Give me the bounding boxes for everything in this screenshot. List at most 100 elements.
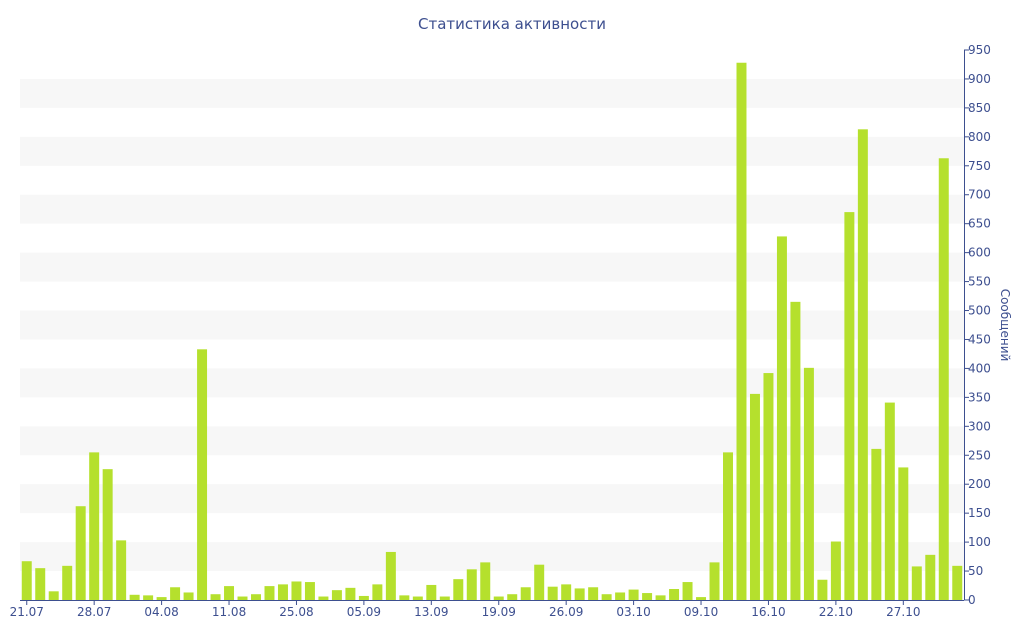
bar — [749, 393, 760, 600]
x-axis: 21.07 28.07 04.08 11.08 25.08 05.09 13.09 19.09… — [10, 600, 964, 619]
bar — [723, 452, 733, 600]
chart-title: Статистика активности — [418, 15, 606, 33]
bar — [466, 569, 477, 600]
bar — [439, 596, 450, 600]
x-tick-label: 26.09 — [549, 605, 583, 619]
y-axis-title: Сообщений — [998, 289, 1012, 362]
background-bands — [20, 78, 964, 572]
bar — [143, 595, 154, 600]
bar — [561, 584, 572, 600]
bar — [898, 467, 909, 600]
bar — [412, 596, 423, 600]
bar — [520, 587, 531, 600]
bar — [830, 541, 841, 600]
bars — [21, 62, 963, 601]
bar — [803, 367, 814, 600]
bar — [116, 540, 127, 600]
x-tick-label: 11.08 — [212, 605, 246, 619]
bar — [884, 402, 895, 600]
y-tick-label: 300 — [968, 419, 991, 433]
bar — [709, 562, 720, 600]
bar — [844, 212, 855, 600]
x-tick-label: 05.09 — [347, 605, 381, 619]
bar — [615, 592, 626, 600]
bar — [817, 579, 828, 600]
bar — [35, 568, 46, 600]
bar — [291, 581, 302, 600]
y-tick-label: 450 — [968, 332, 991, 346]
bar — [237, 596, 248, 600]
y-tick-label: 200 — [968, 477, 991, 491]
grid-band — [20, 194, 964, 224]
y-tick-label: 900 — [968, 72, 991, 86]
bar — [358, 595, 369, 600]
y-tick-label: 800 — [968, 130, 991, 144]
bar — [277, 584, 288, 600]
bar — [857, 129, 868, 600]
x-tick-label: 16.10 — [751, 605, 785, 619]
x-tick-label: 09.10 — [684, 605, 718, 619]
grid-band — [20, 484, 964, 514]
bar — [588, 587, 599, 600]
bar — [156, 597, 167, 600]
y-tick-label: 250 — [968, 448, 991, 462]
x-tick-label: 27.10 — [886, 605, 920, 619]
bar — [763, 373, 774, 600]
bar — [62, 565, 73, 600]
y-tick-label: 700 — [968, 188, 991, 202]
bar — [601, 594, 612, 600]
bar — [385, 551, 396, 600]
bar — [952, 565, 963, 600]
x-tick-label: 03.10 — [616, 605, 650, 619]
bar — [318, 596, 329, 600]
bar — [547, 586, 558, 600]
bar — [21, 561, 32, 600]
y-tick-label: 100 — [968, 535, 991, 549]
grid-band — [20, 252, 964, 282]
bar — [210, 594, 221, 600]
x-tick-label: 13.09 — [414, 605, 448, 619]
x-tick-label: 21.07 — [10, 605, 44, 619]
y-tick-label: 350 — [968, 390, 991, 404]
bar — [251, 594, 261, 600]
y-tick-label: 750 — [968, 159, 991, 173]
y-tick-label: 950 — [968, 43, 991, 57]
x-tick-label: 25.08 — [279, 605, 313, 619]
y-tick-label: 50 — [968, 564, 983, 578]
bar — [89, 452, 100, 600]
bar — [642, 593, 653, 600]
grid-band — [20, 426, 964, 456]
bar — [399, 595, 410, 600]
bar — [75, 506, 86, 600]
bar — [696, 597, 707, 600]
bar — [102, 469, 113, 600]
bar — [170, 587, 181, 600]
bar — [628, 589, 639, 600]
bar — [682, 582, 693, 600]
x-tick-label: 22.10 — [819, 605, 853, 619]
bar — [345, 587, 356, 600]
bar — [183, 592, 194, 600]
grid-band — [20, 136, 964, 166]
bar — [507, 594, 518, 600]
y-tick-label: 0 — [968, 593, 976, 607]
y-tick-label: 650 — [968, 217, 991, 231]
y-tick-label: 600 — [968, 246, 991, 260]
bar — [129, 594, 140, 600]
bar — [264, 586, 275, 600]
bar — [426, 584, 437, 600]
bar — [493, 596, 504, 600]
bar — [574, 588, 585, 600]
y-tick-label: 550 — [968, 275, 991, 289]
bar — [776, 236, 787, 600]
grid-band — [20, 368, 964, 398]
bar — [534, 564, 545, 600]
x-tick-label: 28.07 — [77, 605, 111, 619]
y-tick-label: 150 — [968, 506, 991, 520]
x-tick-label: 04.08 — [144, 605, 178, 619]
bar — [669, 589, 680, 600]
bar — [372, 584, 383, 600]
bar — [480, 562, 491, 600]
bar — [224, 586, 235, 600]
